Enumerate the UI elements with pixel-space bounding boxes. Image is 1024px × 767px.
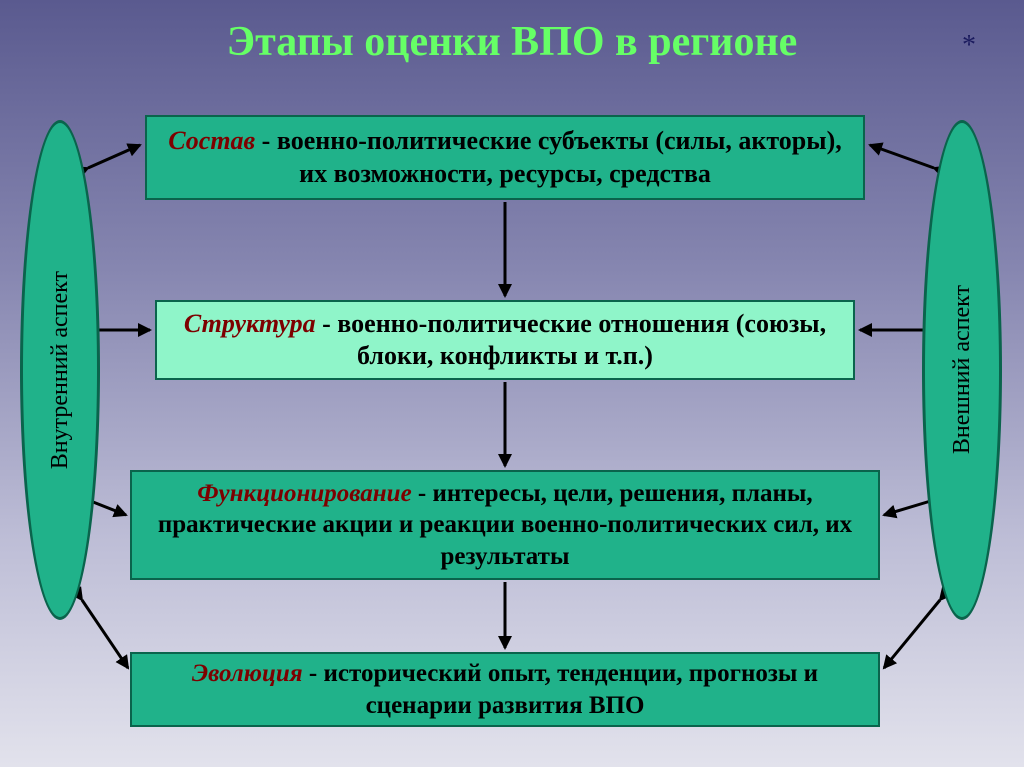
box-rest: - военно-политические отношения (союзы, … xyxy=(316,309,826,371)
diagram-stage: Этапы оценки ВПО в регионе * Состав - во… xyxy=(0,0,1024,767)
ellipse-label: Внешний аспект xyxy=(949,285,976,454)
box-lead: Эволюция xyxy=(192,660,303,687)
asterisk-mark: * xyxy=(962,30,976,62)
stage-box-b2: Структура - военно-политические отношени… xyxy=(155,300,855,380)
box-lead: Структура xyxy=(184,309,316,338)
stage-box-b4: Эволюция - исторический опыт, тенденции,… xyxy=(130,652,880,727)
box-rest: - военно-политические субъекты (силы, ак… xyxy=(255,126,842,188)
box-rest: - исторический опыт, тенденции, прогнозы… xyxy=(303,660,818,718)
aspect-ellipse-e-right: Внешний аспект xyxy=(922,120,1002,620)
box-lead: Функционирование xyxy=(197,480,411,507)
stage-box-b1: Состав - военно-политические субъекты (с… xyxy=(145,115,865,200)
ellipse-label: Внутренний аспект xyxy=(47,271,74,469)
page-title: Этапы оценки ВПО в регионе xyxy=(80,18,944,66)
stage-box-b3: Функционирование - интересы, цели, решен… xyxy=(130,470,880,580)
aspect-ellipse-e-left: Внутренний аспект xyxy=(20,120,100,620)
box-lead: Состав xyxy=(168,126,255,155)
